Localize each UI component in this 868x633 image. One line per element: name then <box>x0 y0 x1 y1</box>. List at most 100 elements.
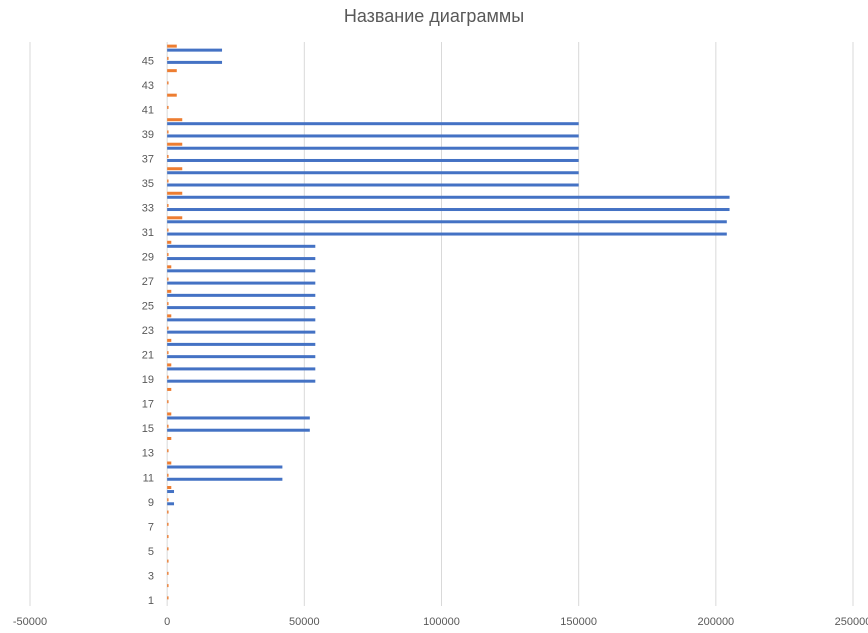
y-tick-label: 41 <box>142 104 154 116</box>
bar-series-2-cat-44 <box>167 69 177 73</box>
y-tick-label: 19 <box>142 374 154 386</box>
y-tick-label: 1 <box>148 595 154 607</box>
bar-series-1-cat-38 <box>167 146 579 150</box>
bar-series-1-cat-24 <box>167 318 316 322</box>
bar-series-2-cat-8 <box>167 510 169 514</box>
y-tick-label: 43 <box>142 80 154 92</box>
bar-series-1-cat-23 <box>167 330 316 334</box>
bar-series-2-cat-43 <box>167 81 169 85</box>
bar-series-2-cat-29 <box>167 253 169 257</box>
x-tick-label: 0 <box>164 616 170 628</box>
bar-series-2-cat-23 <box>167 326 169 330</box>
bar-series-2-cat-27 <box>167 277 169 281</box>
bar-series-1-cat-26 <box>167 293 316 297</box>
bar-series-2-cat-22 <box>167 338 172 342</box>
x-tick-label: 50000 <box>289 616 320 628</box>
bar-series-2-cat-21 <box>167 351 169 355</box>
bar-series-2-cat-33 <box>167 204 169 208</box>
x-tick-label: 100000 <box>423 616 460 628</box>
bar-series-2-cat-17 <box>167 400 169 404</box>
bar-series-1-cat-40 <box>167 122 579 126</box>
bar-series-2-cat-14 <box>167 436 172 440</box>
x-axis-tick-labels: -50000 0 50000 100000 150000 200000 250000 <box>13 616 868 628</box>
y-tick-label: 3 <box>148 570 154 582</box>
bar-series-2-cat-11 <box>167 473 169 477</box>
bar-series-2-cat-7 <box>167 522 169 526</box>
bar-series-2-cat-3 <box>167 571 169 575</box>
bar-series-2-cat-41 <box>167 105 169 109</box>
bar-series-2-cat-25 <box>167 302 169 306</box>
bar-series-1-cat-28 <box>167 269 316 273</box>
bar-series-2-cat-20 <box>167 363 172 367</box>
bar-series-2-cat-5 <box>167 547 169 551</box>
bar-series-1-cat-12 <box>167 465 283 469</box>
x-tick-label: 200000 <box>697 616 734 628</box>
bar-series-2-cat-2 <box>167 584 169 588</box>
bar-series-1-cat-37 <box>167 158 579 162</box>
y-tick-label: 37 <box>142 153 154 165</box>
bar-series-1-cat-9 <box>167 502 175 506</box>
y-axis-tick-labels: 1357911131517192123252729313335373941434… <box>142 55 154 606</box>
gridlines <box>29 42 854 606</box>
bar-series-2-cat-12 <box>167 461 172 465</box>
y-tick-label: 35 <box>142 178 154 190</box>
bar-series-2-cat-16 <box>167 412 172 416</box>
bar-series-2-cat-28 <box>167 265 172 269</box>
bar-series-1-cat-35 <box>167 183 579 187</box>
bar-series-1-cat-32 <box>167 220 727 224</box>
y-tick-label: 13 <box>142 448 154 460</box>
bar-series-2-cat-1 <box>167 596 169 600</box>
bar-series-2-cat-4 <box>167 559 169 563</box>
bar-series-2-cat-34 <box>167 191 183 195</box>
bar-series-1-cat-36 <box>167 171 579 175</box>
y-tick-label: 27 <box>142 276 154 288</box>
bar-series-2-cat-30 <box>167 240 172 244</box>
bar-series-2-cat-32 <box>167 216 183 220</box>
y-tick-label: 21 <box>142 350 154 362</box>
bar-series-1-cat-29 <box>167 257 316 261</box>
x-tick-label: 150000 <box>560 616 597 628</box>
y-tick-label: 33 <box>142 203 154 215</box>
bar-series-2-cat-40 <box>167 118 183 122</box>
bar-series-2-cat-26 <box>167 289 172 293</box>
bar-series-2-cat-38 <box>167 142 183 146</box>
bar-series-2-cat-35 <box>167 179 169 183</box>
bar-series-2-cat-37 <box>167 154 169 158</box>
bar-series-1-cat-20 <box>167 367 316 371</box>
y-tick-label: 23 <box>142 325 154 337</box>
x-tick-label: 250000 <box>835 616 868 628</box>
bar-series-2-cat-18 <box>167 387 172 391</box>
y-tick-label: 9 <box>148 497 154 509</box>
bar-series-2-cat-46 <box>167 44 177 48</box>
bar-series-1-cat-45 <box>167 60 223 64</box>
bar-series-1-cat-19 <box>167 379 316 383</box>
bar-series-1-cat-30 <box>167 244 316 248</box>
bar-series-2-cat-10 <box>167 486 172 490</box>
bar-series-1-cat-10 <box>167 490 175 494</box>
bar-series-1-cat-15 <box>167 428 310 432</box>
y-tick-label: 39 <box>142 129 154 141</box>
bar-series-2-cat-31 <box>167 228 169 232</box>
bar-series-2-cat-15 <box>167 424 169 428</box>
y-tick-label: 15 <box>142 423 154 435</box>
bar-series-2-cat-19 <box>167 375 169 379</box>
bar-series-1-cat-22 <box>167 342 316 346</box>
y-tick-label: 31 <box>142 227 154 239</box>
y-tick-label: 29 <box>142 252 154 264</box>
bar-series-2-cat-39 <box>167 130 169 134</box>
bar-series-2-cat-6 <box>167 535 169 539</box>
bar-series-1-cat-33 <box>167 208 730 212</box>
y-tick-label: 11 <box>143 472 154 484</box>
bar-series-1-cat-21 <box>167 355 316 359</box>
bar-series-2-cat-24 <box>167 314 172 318</box>
bar-series-1-cat-25 <box>167 306 316 310</box>
bar-series-1-cat-27 <box>167 281 316 285</box>
bar-series-1-cat-31 <box>167 232 727 236</box>
bar-series-1-cat-11 <box>167 477 283 481</box>
bar-series-1-cat-34 <box>167 195 730 199</box>
y-tick-label: 45 <box>142 55 154 67</box>
y-tick-label: 25 <box>142 301 154 313</box>
bar-series-2-cat-42 <box>167 93 177 97</box>
bar-series-2-cat-13 <box>167 449 169 453</box>
